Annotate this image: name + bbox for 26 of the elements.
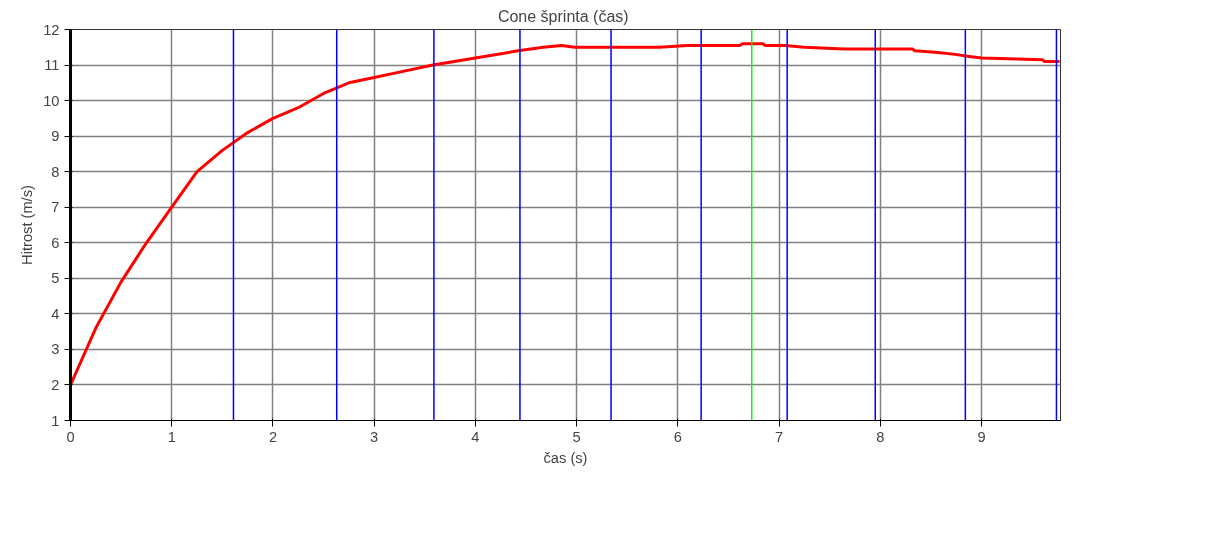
y-tick-label: 8 [51, 163, 60, 180]
x-tick-label: 9 [977, 428, 986, 445]
x-axis-title: čas (s) [543, 449, 588, 466]
x-tick-label: 8 [876, 428, 885, 445]
y-tick-label: 10 [43, 92, 60, 109]
x-tick-label: 6 [673, 428, 682, 445]
x-tick-label: 5 [572, 428, 581, 445]
x-tick-label: 3 [370, 428, 379, 445]
y-tick-label: 3 [51, 341, 60, 358]
x-tick-label: 7 [775, 428, 784, 445]
y-tick-label: 9 [51, 128, 60, 145]
y-tick-label: 5 [51, 270, 60, 287]
x-tick-label: 0 [66, 428, 75, 445]
y-axis-title: Hitrost (m/s) [19, 185, 36, 265]
chart-title: Cone šprinta (čas) [497, 7, 629, 25]
y-tick-label: 1 [51, 412, 60, 429]
x-tick-label: 1 [167, 428, 176, 445]
y-tick-label: 6 [51, 234, 60, 251]
x-tick-label: 4 [471, 428, 480, 445]
y-tick-label: 2 [51, 376, 60, 393]
y-tick-label: 4 [51, 305, 60, 322]
y-tick-label: 12 [43, 21, 60, 38]
line-series [70, 42, 1061, 387]
y-tick-label: 7 [51, 199, 60, 216]
x-tick-label: 2 [268, 428, 278, 445]
y-tick-label: 11 [44, 57, 60, 74]
